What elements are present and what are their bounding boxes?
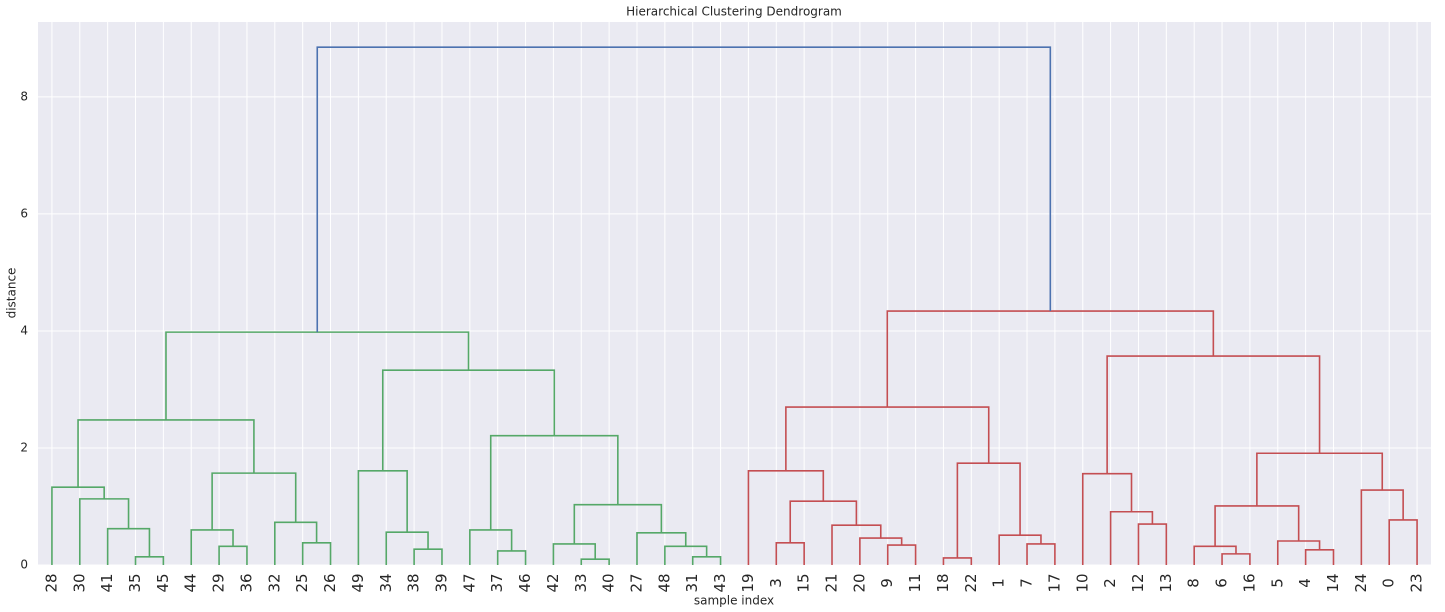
x-tick-label: 34 — [377, 573, 395, 592]
x-tick-label: 27 — [627, 573, 645, 592]
x-tick-label: 13 — [1157, 573, 1175, 592]
x-tick-label: 14 — [1324, 573, 1342, 592]
x-tick-label: 47 — [460, 573, 478, 592]
x-tick-label: 29 — [210, 573, 228, 592]
x-tick-label: 28 — [42, 573, 60, 592]
x-axis-label: sample index — [694, 594, 774, 608]
x-tick-label: 42 — [544, 573, 562, 592]
dendrogram-link — [956, 462, 1021, 558]
x-tick-label: 26 — [321, 573, 339, 592]
x-tick-label: 45 — [154, 573, 172, 592]
x-tick-label: 46 — [516, 573, 534, 592]
dendrogram-link — [211, 472, 297, 530]
y-tick-label: 2 — [20, 440, 28, 454]
x-tick-label: 4 — [1296, 578, 1314, 588]
x-tick-label: 43 — [711, 573, 729, 592]
x-tick-label: 10 — [1073, 573, 1091, 592]
chart-title: Hierarchical Clustering Dendrogram — [626, 5, 842, 19]
dendrogram-link — [789, 500, 858, 543]
dendrogram-link — [1193, 545, 1237, 565]
x-tick-label: 19 — [739, 573, 757, 592]
x-tick-label: 40 — [600, 573, 618, 592]
x-tick-label: 32 — [265, 573, 283, 592]
dendrogram-link — [496, 550, 527, 565]
x-tick-label: 5 — [1268, 578, 1286, 588]
dendrogram-link — [218, 545, 248, 565]
x-tick-label: 31 — [683, 573, 701, 592]
x-tick-label: 8 — [1185, 578, 1203, 588]
dendrogram-link — [165, 331, 470, 420]
dendrogram-link — [1221, 553, 1251, 565]
x-tick-label: 49 — [349, 573, 367, 592]
dendrogram-link — [413, 548, 443, 565]
x-tick-label: 44 — [182, 573, 200, 592]
dendrogram-link — [385, 531, 429, 565]
x-tick-label: 41 — [98, 573, 116, 592]
x-tick-label: 35 — [126, 573, 144, 592]
x-tick-label: 24 — [1352, 573, 1370, 592]
x-tick-label: 38 — [405, 573, 423, 592]
dendrogram-link — [274, 521, 318, 565]
x-tick-label: 25 — [293, 573, 311, 592]
dendrogram-link — [51, 486, 105, 565]
dendrogram-link — [1276, 540, 1321, 565]
x-tick-label: 16 — [1240, 573, 1258, 592]
y-axis-label: distance — [5, 268, 19, 319]
x-tick-label: 6 — [1213, 578, 1231, 588]
x-tick-label: 39 — [432, 573, 450, 592]
dendrogram-link — [573, 503, 663, 544]
x-tick-label: 33 — [572, 573, 590, 592]
dendrogram-link — [664, 545, 708, 565]
y-tick-label: 8 — [20, 89, 28, 103]
dendrogram-link — [886, 544, 917, 565]
x-tick-label: 30 — [70, 573, 88, 592]
dendrogram-link — [1304, 548, 1335, 565]
x-tick-label: 37 — [488, 573, 506, 592]
x-tick-label: 12 — [1129, 573, 1147, 592]
x-tick-label: 36 — [237, 573, 255, 592]
x-tick-label: 3 — [767, 578, 785, 588]
dendrogram-link — [1081, 472, 1133, 565]
dendrogram-link — [636, 532, 687, 565]
dendrogram-link — [1106, 355, 1321, 474]
dendrogram-link — [381, 369, 556, 471]
dendrogram-link — [886, 310, 1215, 408]
x-tick-label: 20 — [850, 573, 868, 592]
x-tick-label: 11 — [906, 573, 924, 592]
x-tick-label: 9 — [878, 578, 896, 588]
x-tick-label: 0 — [1380, 578, 1398, 588]
dendrogram-link — [580, 558, 610, 565]
x-tick-label: 15 — [795, 573, 813, 592]
x-tick-label: 21 — [823, 573, 841, 592]
x-tick-label: 2 — [1101, 578, 1119, 588]
dendrogram-link — [77, 419, 255, 488]
x-tick-label: 7 — [1018, 578, 1036, 588]
y-tick-label: 6 — [20, 206, 28, 220]
x-tick-label: 18 — [934, 573, 952, 592]
x-tick-label: 17 — [1045, 573, 1063, 592]
dendrogram-link — [1137, 523, 1168, 565]
y-tick-label: 0 — [20, 558, 28, 572]
plot-area — [38, 22, 1431, 565]
dendrogram-link — [316, 46, 1052, 333]
x-tick-label: 48 — [655, 573, 673, 592]
x-tick-label: 23 — [1408, 573, 1426, 592]
dendrogram-link — [1214, 505, 1300, 547]
x-tick-label: 1 — [990, 578, 1008, 588]
y-tick-label: 4 — [20, 323, 28, 337]
x-tick-label: 22 — [962, 573, 980, 592]
